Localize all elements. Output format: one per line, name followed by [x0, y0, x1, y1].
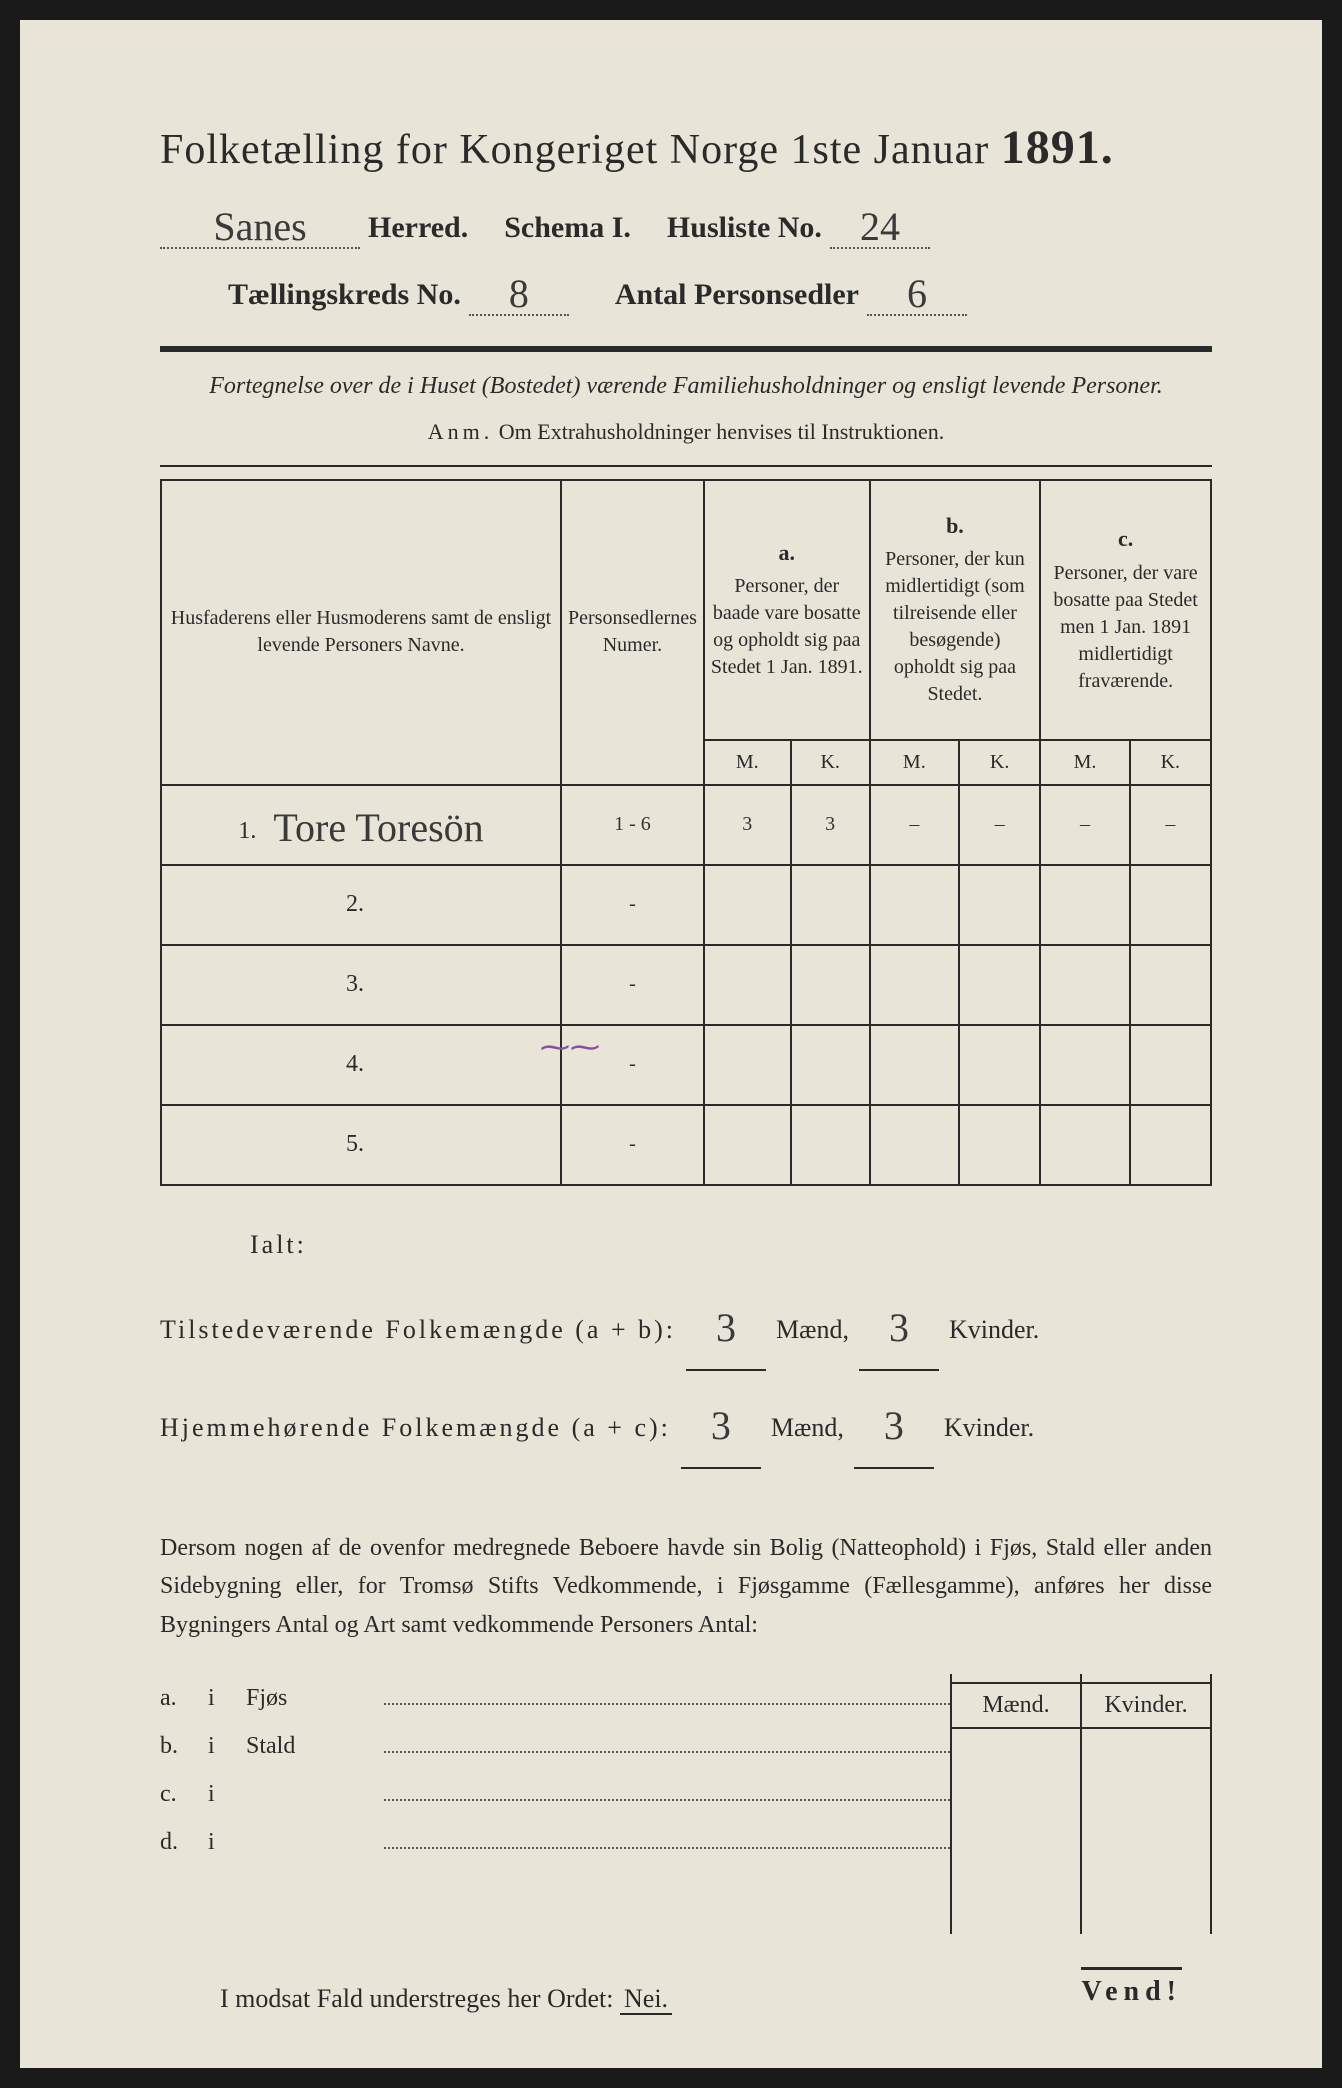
mk-maend-header: Mænd.: [952, 1682, 1080, 1729]
list-item: a. i Fjøs: [160, 1674, 950, 1722]
row-name-cell: 5.: [161, 1105, 561, 1185]
anm-label: Anm.: [428, 419, 494, 444]
summary-block: Ialt: Tilstedeværende Folkemængde (a + b…: [160, 1216, 1212, 1469]
title-year: 1891.: [1001, 121, 1114, 174]
kvinder-label-2: Kvinder.: [944, 1399, 1034, 1456]
col-a-header: a. Personer, der baade vare bosatte og o…: [704, 480, 870, 740]
form-header: Folketælling for Kongeriget Norge 1ste J…: [160, 120, 1212, 316]
husliste-label: Husliste No.: [667, 211, 822, 245]
row-name-cell: 4.: [161, 1025, 561, 1105]
paragraph-text: Dersom nogen af de ovenfor medregnede Be…: [160, 1529, 1212, 1644]
row-sedler: -: [561, 865, 704, 945]
header-line-kreds: Tællingskreds No. 8 Antal Personsedler 6: [160, 267, 1212, 316]
rule-thin-1: [160, 465, 1212, 467]
row-c-m: –: [1040, 785, 1129, 865]
row-a-k: 3: [791, 785, 870, 865]
dots-fill: [384, 1825, 950, 1849]
kreds-value: 8: [509, 271, 529, 316]
line1-k-field: 3: [859, 1281, 939, 1371]
list-item: d. i: [160, 1818, 950, 1866]
herred-value: Sanes: [213, 204, 306, 249]
mk-box: Mænd. Kvinder.: [950, 1674, 1212, 1934]
line2-k-field: 3: [854, 1379, 934, 1469]
list-item: b. i Stald: [160, 1722, 950, 1770]
dots-fill: [384, 1681, 950, 1705]
census-table-body: 1. Tore Toresön 1 - 6 3 3 – – – – 2. - 3…: [161, 785, 1211, 1185]
row-b-m: –: [870, 785, 959, 865]
tilstede-label: Tilstedeværende Folkemængde (a + b):: [160, 1301, 676, 1358]
row-sedler: 1 - 6: [561, 785, 704, 865]
col-a-m: M.: [704, 740, 791, 785]
list-item: c. i: [160, 1770, 950, 1818]
summary-line-1: Tilstedeværende Folkemængde (a + b): 3 M…: [160, 1281, 1212, 1371]
title-text: Folketælling for Kongeriget Norge 1ste J…: [160, 127, 989, 173]
kreds-label: Tællingskreds No.: [228, 278, 461, 312]
census-table: Husfaderens eller Husmoderens samt de en…: [160, 479, 1212, 1186]
row-a-m: 3: [704, 785, 791, 865]
husliste-value: 24: [860, 204, 900, 249]
herred-field: Sanes: [160, 200, 360, 249]
table-row: 2. -: [161, 865, 1211, 945]
line2-m-field: 3: [681, 1379, 761, 1469]
row-b-k: –: [959, 785, 1040, 865]
mk-kvinder-header: Kvinder.: [1082, 1682, 1210, 1729]
summary-line-2: Hjemmehørende Folkemængde (a + c): 3 Mæn…: [160, 1379, 1212, 1469]
dots-fill: [384, 1777, 950, 1801]
row-name-cell: 2.: [161, 865, 561, 945]
form-title: Folketælling for Kongeriget Norge 1ste J…: [160, 120, 1212, 175]
intro-text: Fortegnelse over de i Huset (Bostedet) v…: [160, 370, 1212, 404]
col-c-m: M.: [1040, 740, 1129, 785]
line1-m-field: 3: [686, 1281, 766, 1371]
maend-label: Mænd,: [776, 1301, 849, 1358]
vend-label: Vend!: [1081, 1967, 1182, 2008]
table-row: 3. -: [161, 945, 1211, 1025]
row-sedler: -: [561, 1105, 704, 1185]
table-row: 1. Tore Toresön 1 - 6 3 3 – – – –: [161, 785, 1211, 865]
kvinder-label: Kvinder.: [949, 1301, 1039, 1358]
building-table: a. i Fjøs b. i Stald c. i d. i: [160, 1674, 1212, 1934]
table-row: 4. -: [161, 1025, 1211, 1105]
ialt-label: Ialt:: [250, 1216, 307, 1273]
rule-thick-1: [160, 346, 1212, 352]
purple-checkmark: ⁓⁓: [540, 1030, 600, 1065]
building-list: a. i Fjøs b. i Stald c. i d. i: [160, 1674, 950, 1866]
col-c-k: K.: [1130, 740, 1211, 785]
col-a-k: K.: [791, 740, 870, 785]
row-sedler: -: [561, 945, 704, 1025]
hjemme-label: Hjemmehørende Folkemængde (a + c):: [160, 1399, 671, 1456]
row-c-k: –: [1130, 785, 1211, 865]
ialt-line: Ialt:: [160, 1216, 1212, 1273]
dots-fill: [384, 1729, 950, 1753]
col-c-header: c. Personer, der vare bosatte paa Stedet…: [1040, 480, 1211, 740]
herred-label: Herred.: [368, 211, 468, 245]
anm-text: Om Extrahusholdninger henvises til Instr…: [499, 419, 944, 444]
col1-header: Husfaderens eller Husmoderens samt de en…: [161, 480, 561, 785]
antal-value: 6: [907, 271, 927, 316]
col-b-header: b. Personer, der kun midlertidigt (som t…: [870, 480, 1041, 740]
nei-word: Nei.: [620, 1984, 672, 2015]
maend-label-2: Mænd,: [771, 1399, 844, 1456]
mk-col-kvinder: Kvinder.: [1082, 1674, 1212, 1934]
schema-label: Schema I.: [504, 211, 631, 245]
col-b-k: K.: [959, 740, 1040, 785]
anm-line: Anm. Om Extrahusholdninger henvises til …: [160, 419, 1212, 445]
husliste-field: 24: [830, 200, 930, 249]
header-line-herred: Sanes Herred. Schema I. Husliste No. 24: [160, 200, 1212, 249]
antal-field: 6: [867, 267, 967, 316]
col2-header: Personsedlernes Numer.: [561, 480, 704, 785]
antal-label: Antal Personsedler: [615, 278, 859, 312]
census-form-page: Folketælling for Kongeriget Norge 1ste J…: [20, 20, 1322, 2068]
row-name-cell: 1. Tore Toresön: [161, 785, 561, 865]
footer-line: I modsat Fald understreges her Ordet: Ne…: [160, 1984, 1212, 2014]
mk-col-maend: Mænd.: [952, 1674, 1082, 1934]
row-name-cell: 3.: [161, 945, 561, 1025]
table-row: 5. -: [161, 1105, 1211, 1185]
kreds-field: 8: [469, 267, 569, 316]
footer-text: I modsat Fald understreges her Ordet:: [220, 1984, 614, 2013]
col-b-m: M.: [870, 740, 959, 785]
